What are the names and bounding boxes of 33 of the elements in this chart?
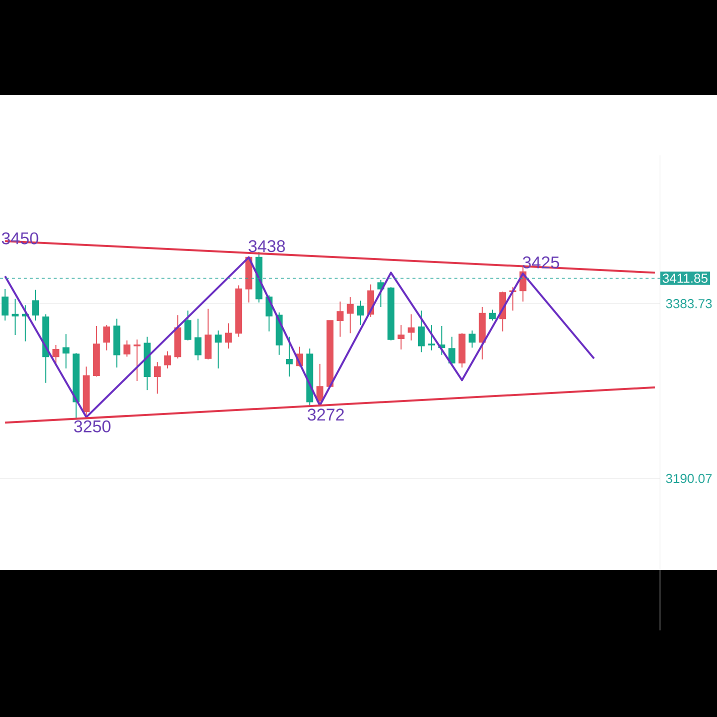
candlestick [154,362,161,394]
candlestick [489,309,496,322]
candlestick [316,363,324,406]
candlestick [134,339,141,382]
annotation: 3250 [74,420,110,432]
candlestick [204,308,212,360]
candlestick [418,310,425,353]
candlestick [32,289,39,322]
annotation: 3438 [248,240,285,252]
candlestick [357,300,364,326]
candlestick [194,318,202,361]
candlestick [336,301,344,338]
candlestick [12,298,19,336]
candlestick [448,336,456,366]
candlestick [346,296,354,334]
y-tick-label: 3383.73 [666,299,712,308]
candlestick [408,314,415,341]
annotation: 3425 [522,256,560,268]
candlestick [103,324,110,351]
candlestick [468,330,476,348]
candlestick [2,288,9,322]
candlestick [123,340,130,358]
candlestick [398,324,405,350]
candlestick [184,310,192,341]
candlestick [225,322,232,350]
y-tick-label: 3190.07 [666,474,712,484]
candlestick [214,330,222,369]
candlestick [286,336,293,378]
annotation: 3272 [308,408,344,421]
candlestick [62,334,70,369]
candlestick [164,350,171,369]
ref-line-label: 3411.85 [662,274,708,283]
candlestick [428,324,435,351]
